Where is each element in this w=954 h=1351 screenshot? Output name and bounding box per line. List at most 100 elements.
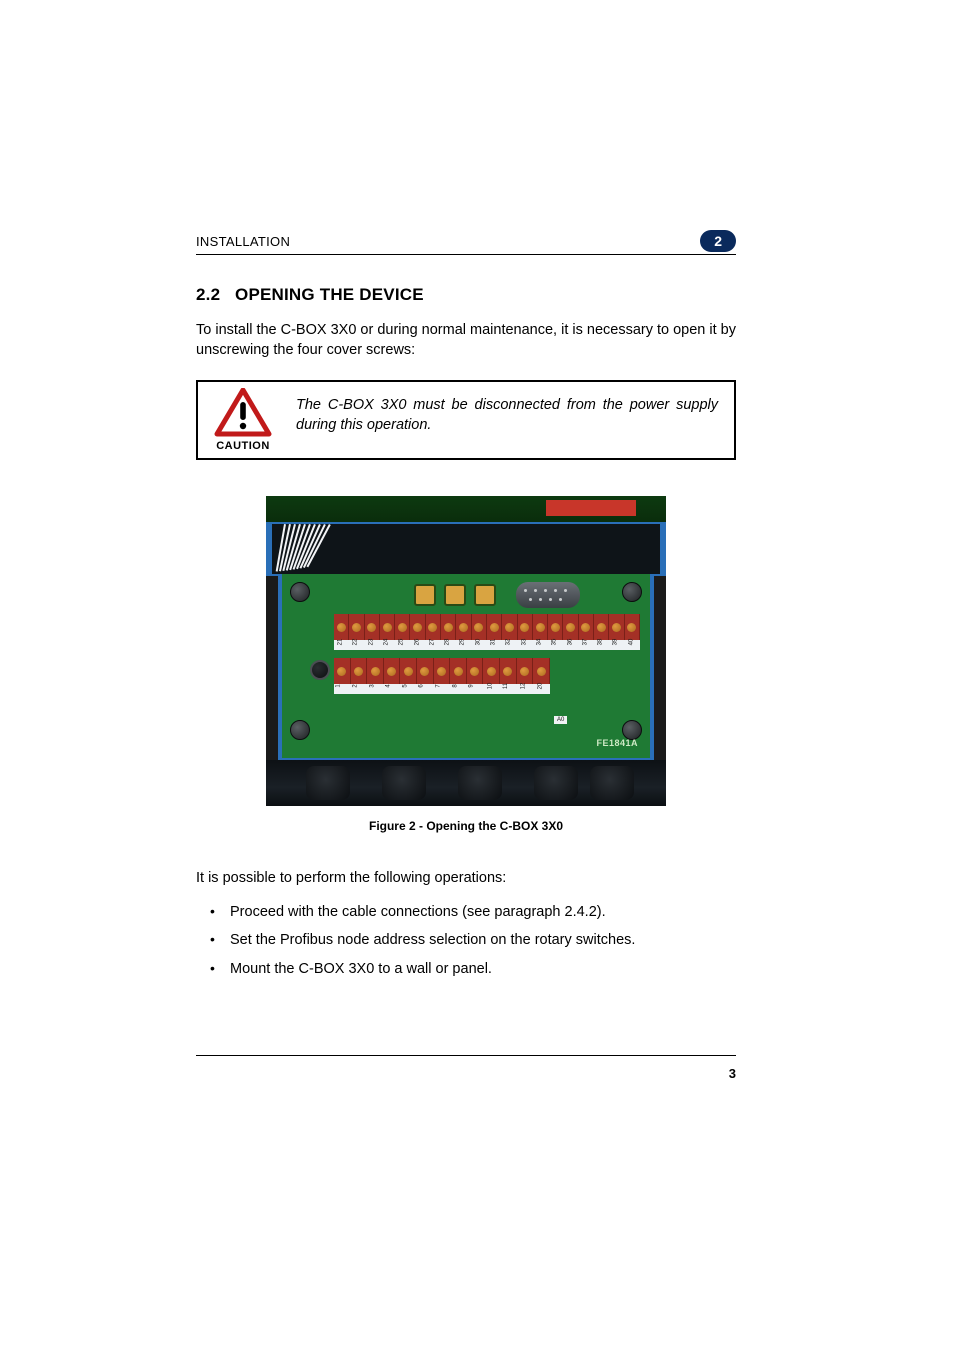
section-heading: 2.2 OPENING THE DEVICE [196,285,736,305]
page-footer: 3 [196,1055,736,1081]
terminal-number: 22 [353,639,359,646]
terminal-slot [367,658,384,684]
operations-list: Proceed with the cable connections (see … [196,901,736,980]
terminal-slot [410,614,425,640]
board-part-number: FE1841A [596,738,638,748]
figure-housing-left [266,576,278,782]
terminal-slot [517,658,534,684]
connector-pin [524,589,527,592]
terminal-number: 21 [337,639,343,646]
terminal-slot [456,614,471,640]
figure-housing-right [654,576,666,782]
terminal-slot [450,658,467,684]
terminal-slot [395,614,410,640]
led-icon [444,584,466,606]
terminal-number: 3 [369,684,375,687]
led-icon [474,584,496,606]
terminal-number: 4 [386,684,392,687]
figure-top-pcb-edge [266,496,666,522]
terminal-number: 1 [336,684,342,687]
page-number: 3 [729,1066,736,1081]
terminal-slot [609,614,624,640]
terminal-slot [594,614,609,640]
terminal-labels-lower: 12345678910111220 [334,684,550,694]
list-item: Proceed with the cable connections (see … [196,901,736,923]
figure-wire-bundle [284,524,404,572]
terminal-slot [349,614,364,640]
connector-pin [549,598,552,601]
terminal-number: 8 [452,684,458,687]
terminal-number: 30 [475,639,481,646]
cable-gland-icon [306,766,350,800]
terminal-labels-upper: 2122232425262728293031323334353637383940 [334,640,640,650]
pcb-figure: 2122232425262728293031323334353637383940… [266,496,666,806]
list-item: Set the Profibus node address selection … [196,929,736,951]
figure-top-red-block [546,500,636,516]
terminal-slot [365,614,380,640]
terminal-number: 38 [598,639,604,646]
terminal-number: 2 [353,684,359,687]
terminal-number: 5 [402,684,408,687]
page-header: INSTALLATION 2 [196,230,736,255]
terminal-slot [483,658,500,684]
section-title: OPENING THE DEVICE [235,285,424,304]
terminal-slot [472,614,487,640]
cable-gland-icon [382,766,426,800]
figure-container: 2122232425262728293031323334353637383940… [196,496,736,833]
terminal-number: 35 [552,639,558,646]
terminal-number: 34 [536,639,542,646]
connector-pin [539,598,542,601]
terminal-slot [417,658,434,684]
connector-pin [534,589,537,592]
cable-gland-icon [458,766,502,800]
terminal-slot [518,614,533,640]
caution-icon-column: CAUTION [204,388,282,452]
terminal-number: 40 [628,639,634,646]
terminal-slot [434,658,451,684]
terminal-number: 23 [368,639,374,646]
terminal-slot [502,614,517,640]
corner-screw-icon [290,720,310,740]
connector-pin [564,589,567,592]
terminal-slot [467,658,484,684]
terminal-slot [579,614,594,640]
terminal-number: 26 [414,639,420,646]
terminal-number: 25 [399,639,405,646]
terminal-number: 32 [506,639,512,646]
terminal-slot [563,614,578,640]
terminal-number: 31 [490,639,496,646]
terminal-slot [548,614,563,640]
terminal-slot [500,658,517,684]
cable-gland-icon [590,766,634,800]
caution-box: CAUTION The C-BOX 3X0 must be disconnect… [196,380,736,460]
terminal-number: 9 [469,684,475,687]
terminal-slot [441,614,456,640]
terminal-number: 6 [419,684,425,687]
caution-label: CAUTION [216,440,270,452]
operations-intro: It is possible to perform the following … [196,869,736,889]
terminal-row-upper [334,614,640,640]
terminal-number: 36 [567,639,573,646]
connector-pin [554,589,557,592]
terminal-number: 28 [445,639,451,646]
terminal-number: 11 [504,683,510,689]
connector-pin [559,598,562,601]
terminal-slot [533,614,548,640]
terminal-slot [426,614,441,640]
terminal-slot [625,614,640,640]
terminal-number: 27 [429,639,435,646]
section-number: 2.2 [196,285,220,304]
terminal-slot [400,658,417,684]
terminal-number: 10 [487,683,493,690]
db9-connector-icon [516,582,580,608]
board-small-label: A0 [554,716,567,724]
header-section-label: INSTALLATION [196,234,700,249]
list-item: Mount the C-BOX 3X0 to a wall or panel. [196,958,736,980]
terminal-number: 33 [521,639,527,646]
terminal-slot [533,658,550,684]
connector-pin [529,598,532,601]
corner-screw-icon [622,582,642,602]
terminal-slot [334,658,351,684]
terminal-slot [334,614,349,640]
terminal-number: 39 [613,639,619,646]
